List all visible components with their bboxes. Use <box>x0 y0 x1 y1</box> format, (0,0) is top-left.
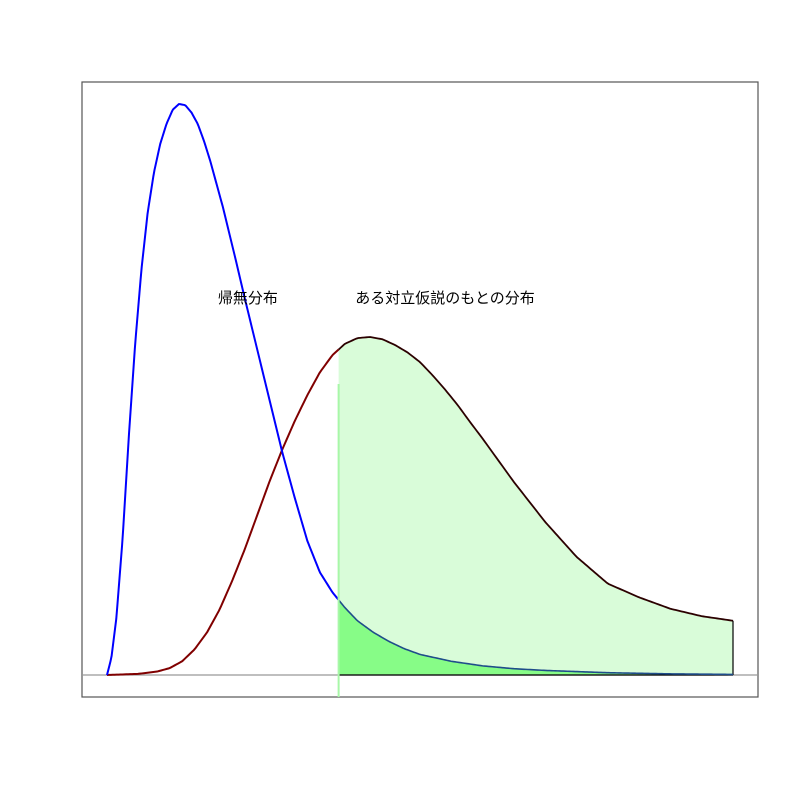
alternative-curve-left <box>106 348 340 676</box>
alternative-curve-right <box>338 336 734 622</box>
shading-layer <box>338 337 733 675</box>
alternative-distribution-label: ある対立仮説のもとの分布 <box>355 289 535 307</box>
alternative-region-shade <box>338 337 733 675</box>
null-region-shade <box>338 599 733 675</box>
null-curve-right <box>337 599 734 676</box>
plot-frame <box>81 81 759 698</box>
null-curve-left <box>106 103 340 676</box>
line-layer <box>106 103 734 676</box>
null-distribution-label: 帰無分布 <box>218 289 278 307</box>
